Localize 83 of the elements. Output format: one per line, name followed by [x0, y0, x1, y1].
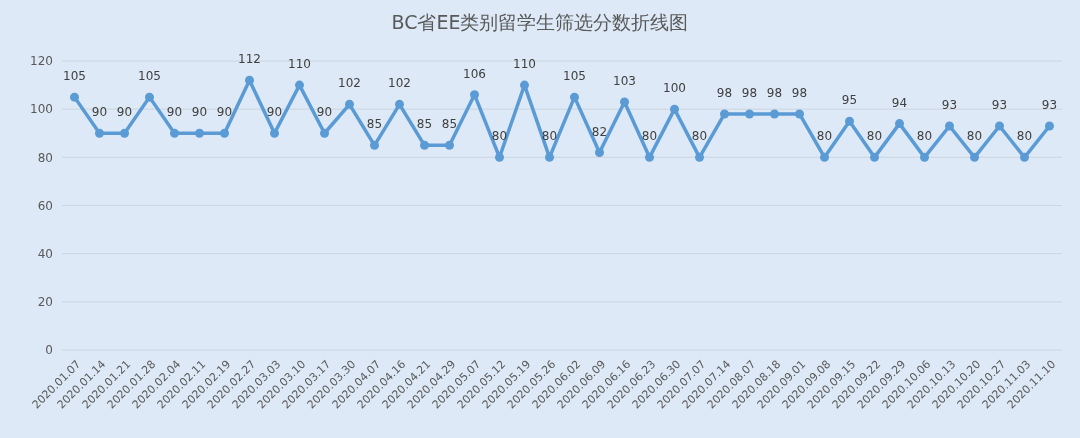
point [145, 92, 154, 102]
y-tick-label: 40 [37, 246, 53, 261]
point [570, 92, 579, 102]
y-tick-label: 0 [45, 343, 53, 358]
point [120, 128, 129, 138]
point [970, 152, 979, 162]
point [1045, 121, 1054, 131]
data-label: 90 [216, 105, 233, 120]
data-label: 85 [441, 117, 458, 132]
data-label: 95 [841, 93, 858, 108]
data-label: 80 [916, 129, 933, 144]
point [895, 119, 904, 129]
point [820, 152, 829, 162]
point [420, 140, 429, 150]
y-tick-label: 20 [37, 295, 53, 310]
data-label: 85 [366, 117, 383, 132]
data-label: 93 [941, 98, 958, 113]
point [445, 140, 454, 150]
data-label: 80 [816, 129, 833, 144]
data-label: 90 [266, 105, 283, 120]
point [95, 128, 104, 138]
y-tick-label: 60 [37, 198, 53, 213]
point [320, 128, 329, 138]
data-label: 90 [166, 105, 183, 120]
data-label: 100 [663, 81, 686, 96]
point [470, 90, 479, 100]
point [370, 140, 379, 150]
data-label: 90 [91, 105, 108, 120]
data-label: 80 [641, 129, 658, 144]
data-label: 93 [1041, 98, 1058, 113]
data-label: 90 [116, 105, 133, 120]
point [220, 128, 229, 138]
point [520, 80, 529, 90]
point [945, 121, 954, 131]
data-label: 90 [316, 105, 333, 120]
data-label: 93 [991, 98, 1008, 113]
data-label: 112 [238, 52, 261, 67]
y-tick-label: 80 [37, 150, 53, 165]
point [745, 109, 754, 119]
point [395, 99, 404, 109]
point [270, 128, 279, 138]
point [645, 152, 654, 162]
data-label: 85 [416, 117, 433, 132]
point [870, 152, 879, 162]
point [70, 92, 79, 102]
data-label: 106 [463, 66, 486, 81]
data-label: 98 [741, 85, 758, 100]
point [170, 128, 179, 138]
point [295, 80, 304, 90]
data-label: 110 [513, 57, 536, 72]
point [195, 128, 204, 138]
data-label: 102 [388, 76, 411, 91]
data-label: 103 [613, 73, 636, 88]
data-label: 82 [591, 124, 608, 139]
data-label: 80 [966, 129, 983, 144]
data-label: 110 [288, 57, 311, 72]
point [245, 75, 254, 85]
point [670, 104, 679, 114]
point [995, 121, 1004, 131]
point [795, 109, 804, 119]
data-label: 80 [1016, 129, 1033, 144]
y-tick-label: 120 [30, 54, 53, 69]
point [720, 109, 729, 119]
data-label: 105 [563, 69, 586, 84]
data-label: 98 [766, 85, 783, 100]
point [695, 152, 704, 162]
chart-title: BC省EE类别留学生筛选分数折线图 [391, 11, 689, 33]
point [1020, 152, 1029, 162]
data-label: 105 [138, 69, 161, 84]
y-tick-label: 100 [30, 102, 53, 117]
data-label: 80 [691, 129, 708, 144]
point [845, 116, 854, 126]
data-label: 90 [191, 105, 208, 120]
data-label: 98 [791, 85, 808, 100]
point [770, 109, 779, 119]
point [920, 152, 929, 162]
data-label: 94 [891, 95, 908, 110]
point [595, 148, 604, 158]
point [345, 99, 354, 109]
data-label: 102 [338, 76, 361, 91]
data-label: 105 [63, 69, 86, 84]
data-label: 98 [716, 85, 733, 100]
data-label: 80 [866, 129, 883, 144]
